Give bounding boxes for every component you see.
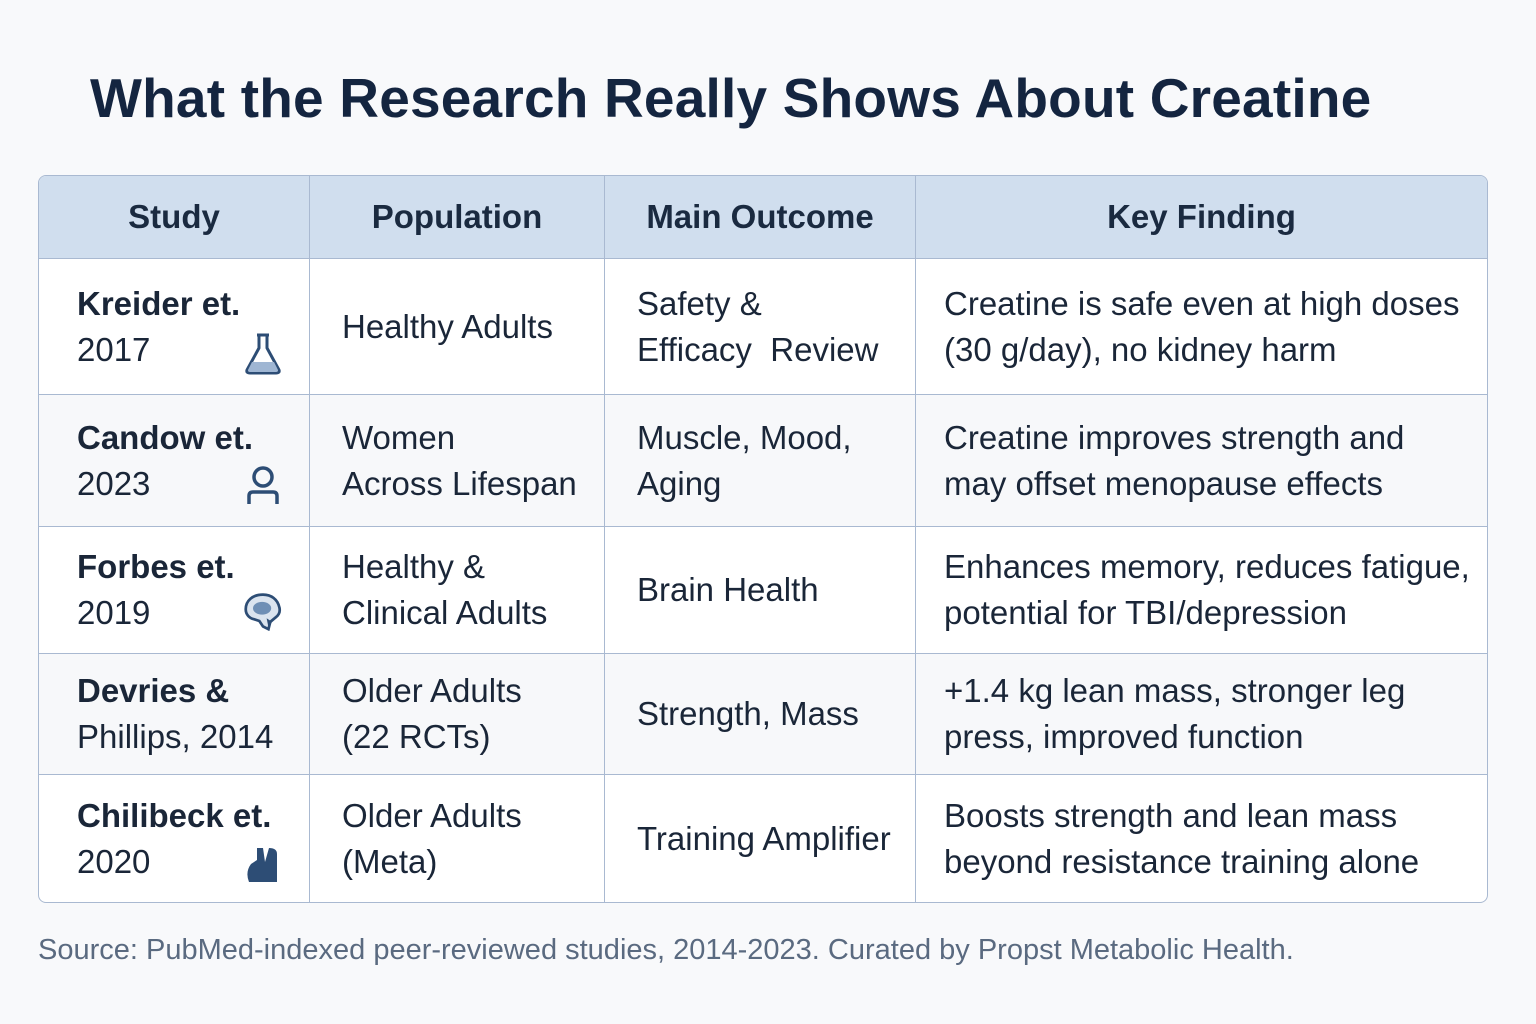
study-name: Candow et. bbox=[77, 418, 254, 456]
cell-study: Devries & Phillips, 2014 bbox=[39, 654, 310, 775]
study-year: 2020 bbox=[77, 842, 151, 880]
brain-icon bbox=[243, 591, 283, 635]
cell-line: may offset menopause effects bbox=[944, 464, 1384, 502]
cell-line: Women bbox=[342, 418, 456, 456]
cell-outcome: Strength, Mass bbox=[605, 654, 916, 775]
cell-study: Kreider et. 2017 bbox=[39, 259, 310, 395]
cell-population: Older Adults (Meta) bbox=[310, 775, 605, 902]
cell-line: Creatine is safe even at high doses bbox=[944, 284, 1460, 322]
flexed-arm-icon bbox=[243, 840, 283, 884]
table-row: Chilibeck et. 2020 Older Adults (Meta) Tr… bbox=[39, 775, 1487, 902]
cell-line: Training Amplifier bbox=[637, 819, 891, 857]
header-key-finding: Key Finding bbox=[916, 176, 1487, 259]
cell-line: Safety & bbox=[637, 284, 762, 322]
study-year: Phillips, 2014 bbox=[77, 718, 274, 755]
cell-line: potential for TBI/depression bbox=[944, 594, 1347, 631]
cell-line: (30 g/day), no kidney harm bbox=[944, 330, 1337, 368]
cell-outcome: Brain Health bbox=[605, 527, 916, 654]
cell-study: Candow et. 2023 bbox=[39, 395, 310, 527]
cell-finding: Enhances memory, reduces fatigue, potenti… bbox=[916, 527, 1487, 654]
cell-study: Chilibeck et. 2020 bbox=[39, 775, 310, 902]
cell-line: Strength, Mass bbox=[637, 695, 859, 732]
cell-finding: Boosts strength and lean mass beyond resi… bbox=[916, 775, 1487, 902]
cell-outcome: Training Amplifier bbox=[605, 775, 916, 902]
cell-line: Healthy & bbox=[342, 548, 486, 585]
table-row: Devries & Phillips, 2014 Older Adults (22… bbox=[39, 654, 1487, 775]
study-name: Forbes et. bbox=[77, 548, 235, 585]
cell-line: Healthy Adults bbox=[342, 307, 553, 345]
cell-line: +1.4 kg lean mass, stronger leg bbox=[944, 672, 1406, 709]
cell-line: beyond resistance training alone bbox=[944, 842, 1420, 880]
cell-line: Older Adults bbox=[342, 672, 522, 709]
cell-line: Efficacy Review bbox=[637, 330, 879, 368]
cell-line: Brain Health bbox=[637, 571, 819, 608]
cell-population: Healthy Adults bbox=[310, 259, 605, 395]
study-name: Kreider et. bbox=[77, 284, 241, 322]
cell-line: Clinical Adults bbox=[342, 594, 548, 631]
flask-icon bbox=[243, 332, 283, 376]
cell-outcome: Safety & Efficacy Review bbox=[605, 259, 916, 395]
cell-finding: +1.4 kg lean mass, stronger leg press, im… bbox=[916, 654, 1487, 775]
cell-outcome: Muscle, Mood, Aging bbox=[605, 395, 916, 527]
cell-finding: Creatine is safe even at high doses (30 g… bbox=[916, 259, 1487, 395]
cell-line: Aging bbox=[637, 464, 722, 502]
research-table: Study Population Main Outcome Key Findin… bbox=[38, 175, 1488, 903]
study-year: 2019 bbox=[77, 594, 151, 631]
cell-line: (Meta) bbox=[342, 842, 438, 880]
person-icon bbox=[243, 464, 283, 508]
source-note: Source: PubMed-indexed peer-reviewed stu… bbox=[38, 934, 1294, 966]
header-main-outcome: Main Outcome bbox=[605, 176, 916, 259]
cell-population: Women Across Lifespan bbox=[310, 395, 605, 527]
table-header-row: Study Population Main Outcome Key Findin… bbox=[39, 176, 1487, 259]
cell-line: Older Adults bbox=[342, 796, 522, 834]
cell-study: Forbes et. 2019 bbox=[39, 527, 310, 654]
study-year: 2017 bbox=[77, 330, 151, 368]
table-row: Forbes et. 2019 Healthy & Clinical Adults… bbox=[39, 527, 1487, 654]
cell-line: Across Lifespan bbox=[342, 464, 577, 502]
cell-population: Healthy & Clinical Adults bbox=[310, 527, 605, 654]
cell-line: Creatine improves strength and bbox=[944, 418, 1405, 456]
header-population: Population bbox=[310, 176, 605, 259]
cell-line: Muscle, Mood, bbox=[637, 418, 852, 456]
page-title: What the Research Really Shows About Cre… bbox=[90, 67, 1372, 129]
header-study: Study bbox=[39, 176, 310, 259]
cell-line: Enhances memory, reduces fatigue, bbox=[944, 548, 1470, 585]
cell-line: Boosts strength and lean mass bbox=[944, 796, 1398, 834]
cell-line: press, improved function bbox=[944, 718, 1304, 755]
table-row: Candow et. 2023 Women Across Lifespan Mus… bbox=[39, 395, 1487, 527]
study-name: Devries & bbox=[77, 672, 230, 709]
study-year: 2023 bbox=[77, 464, 151, 502]
table-row: Kreider et. 2017 Healthy Adults Safety &… bbox=[39, 259, 1487, 395]
cell-finding: Creatine improves strength and may offset… bbox=[916, 395, 1487, 527]
cell-line: (22 RCTs) bbox=[342, 718, 491, 755]
cell-population: Older Adults (22 RCTs) bbox=[310, 654, 605, 775]
study-name: Chilibeck et. bbox=[77, 796, 272, 834]
